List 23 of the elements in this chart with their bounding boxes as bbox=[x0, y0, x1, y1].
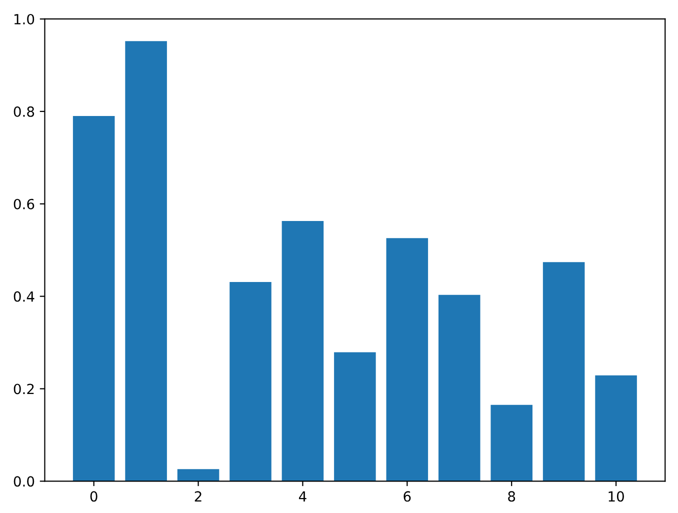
bar bbox=[282, 220, 324, 482]
bar bbox=[595, 375, 637, 482]
y-tick-label: 0.6 bbox=[14, 198, 34, 210]
x-tick-label: 0 bbox=[90, 491, 98, 502]
y-tick-label: 0.0 bbox=[14, 476, 34, 487]
bar bbox=[72, 116, 115, 482]
x-tick-label: 8 bbox=[508, 491, 516, 502]
bar bbox=[542, 262, 585, 482]
bar bbox=[438, 294, 480, 482]
bar bbox=[125, 41, 167, 482]
x-tick-label: 2 bbox=[194, 491, 202, 502]
bar bbox=[230, 282, 272, 482]
y-tick-label: 0.8 bbox=[14, 106, 34, 117]
x-tick-label: 10 bbox=[608, 491, 624, 502]
x-tick-label: 4 bbox=[298, 491, 306, 502]
y-tick-label: 1.0 bbox=[14, 14, 34, 24]
bar bbox=[177, 469, 220, 482]
y-tick-label: 0.4 bbox=[14, 291, 34, 302]
bar bbox=[334, 352, 376, 482]
x-tick-label: 6 bbox=[404, 491, 411, 502]
bar bbox=[386, 238, 428, 482]
y-tick-label: 0.2 bbox=[14, 384, 34, 394]
bar bbox=[490, 404, 532, 482]
